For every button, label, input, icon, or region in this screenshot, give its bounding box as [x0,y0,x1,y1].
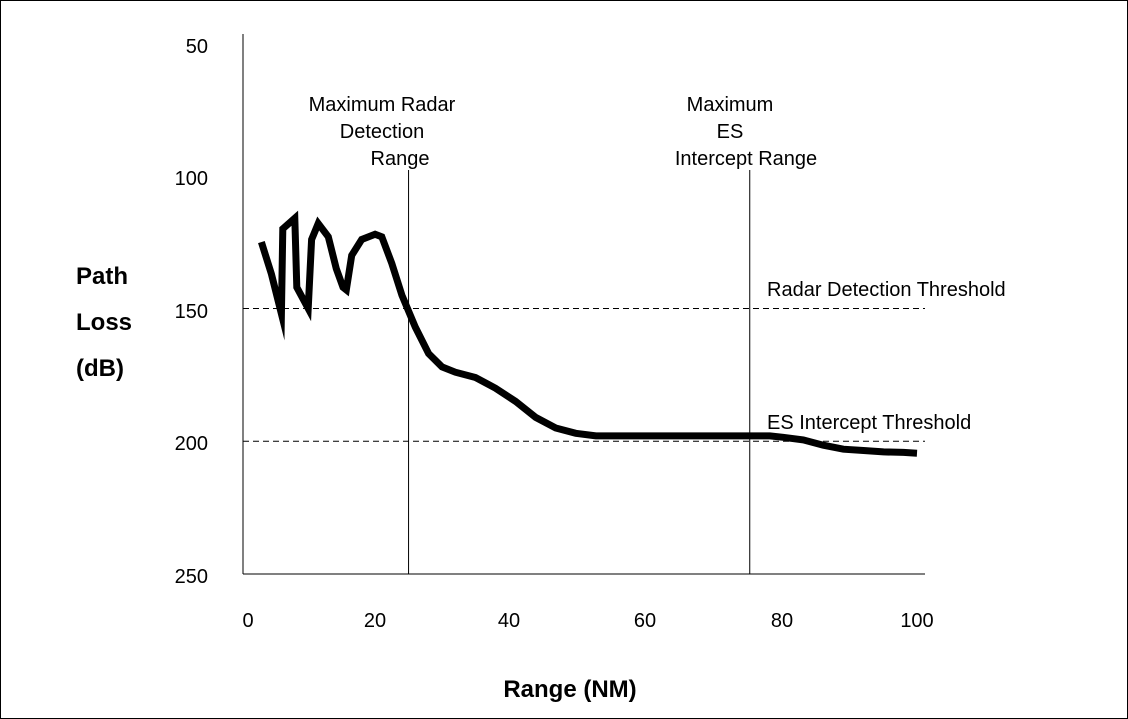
x-tick-label: 20 [364,610,386,632]
es-range-label: Maximum [687,94,774,116]
es-range-label: Intercept Range [675,148,817,170]
radar-range-label: Maximum Radar [309,94,456,116]
y-axis-title-line: (dB) [76,355,124,382]
x-axis-title: Range (NM) [503,676,636,703]
x-tick-label: 100 [900,610,933,632]
es-range-label: ES [717,121,744,143]
es-threshold-label: ES Intercept Threshold [767,412,971,434]
y-tick-label: 100 [175,168,208,190]
radar-threshold-label: Radar Detection Threshold [767,279,1006,301]
y-tick-label: 250 [175,566,208,588]
y-axis-title-line: Loss [76,309,132,336]
y-tick-label: 150 [175,301,208,323]
x-tick-label: 80 [771,610,793,632]
y-tick-label: 50 [186,36,208,58]
x-tick-label: 40 [498,610,520,632]
y-tick-label: 200 [175,433,208,455]
y-axis-title-line: Path [76,263,128,290]
path-loss-series-line [258,210,918,457]
radar-range-label: Detection [340,121,425,143]
x-tick-label: 60 [634,610,656,632]
x-tick-label: 0 [242,610,253,632]
radar-range-label: Range [371,148,430,170]
